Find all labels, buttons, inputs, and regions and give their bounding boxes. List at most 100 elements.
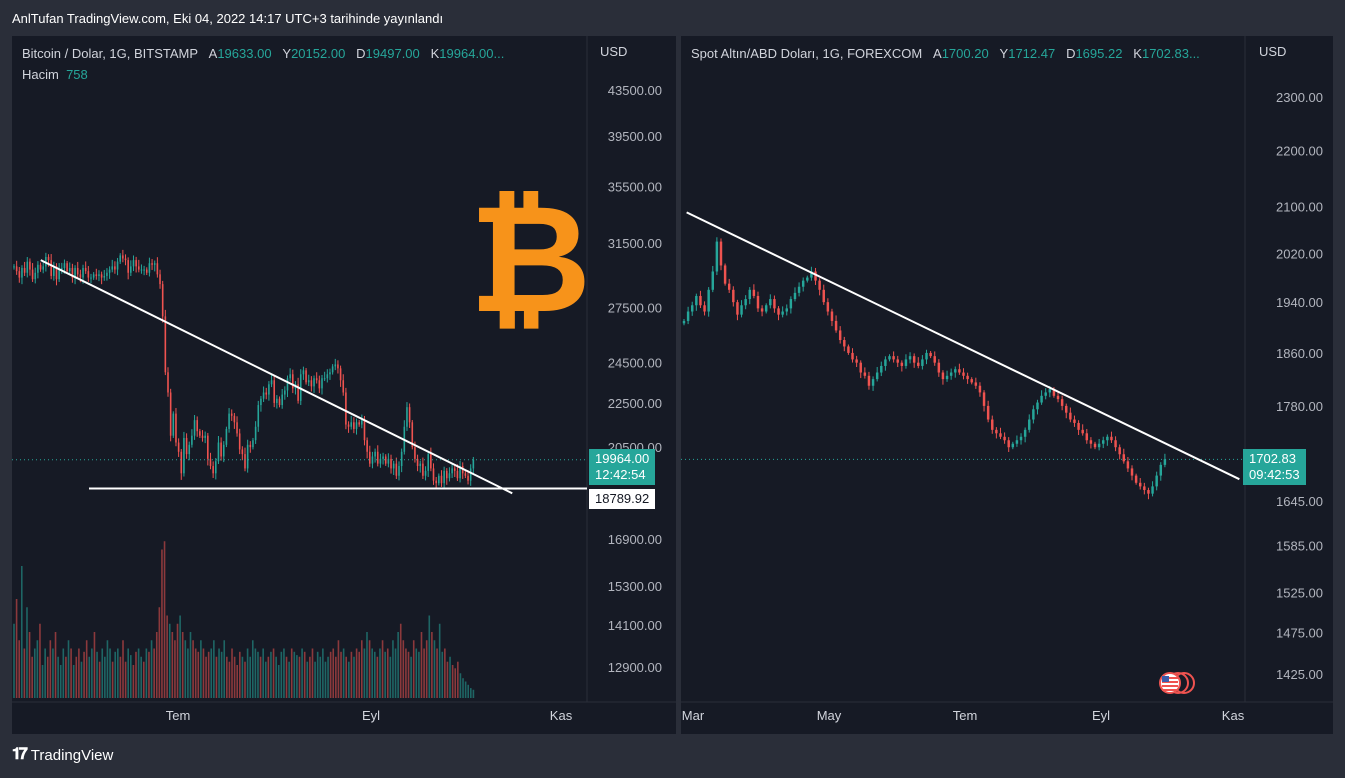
- candle-body: [1155, 475, 1158, 487]
- candle-body: [1077, 422, 1080, 430]
- candle-body: [769, 299, 772, 306]
- volume-bar: [259, 656, 262, 698]
- volume-bar: [394, 648, 397, 698]
- candle-body: [435, 480, 437, 484]
- candle-body: [416, 458, 419, 467]
- volume-bar: [119, 656, 122, 698]
- candle-body: [395, 463, 398, 476]
- volume-bar: [218, 648, 220, 698]
- volume-bar: [23, 648, 26, 698]
- candle-body: [818, 280, 821, 290]
- candle-body: [1052, 389, 1056, 396]
- volume-bar: [335, 656, 337, 698]
- candle-body: [440, 475, 443, 484]
- candle-body: [400, 451, 403, 467]
- volume-bar: [376, 656, 379, 698]
- price-tick-label: 2200.00: [1276, 144, 1323, 159]
- candle-body: [822, 289, 825, 303]
- candle-body: [315, 378, 318, 381]
- candle-body: [127, 260, 129, 273]
- btc-chart-panel[interactable]: 43500.00 39500.00 35500.00 31500.00 27500.00…: [12, 36, 676, 734]
- volume-bar: [101, 648, 104, 698]
- candle-body: [459, 466, 461, 479]
- volume-bar: [459, 673, 462, 698]
- price-tick-label: 31500.00: [608, 236, 662, 251]
- volume-bar: [106, 640, 109, 698]
- candle-body: [925, 352, 928, 360]
- volume-bar: [441, 651, 444, 698]
- volume-bar: [296, 655, 298, 698]
- candle-body: [756, 295, 760, 309]
- candle-body: [212, 466, 214, 474]
- bitcoin-logo: ₿: [469, 175, 591, 343]
- candle-body: [342, 380, 345, 393]
- gold-currency[interactable]: USD: [1259, 44, 1287, 59]
- candle-body: [830, 311, 834, 321]
- volume-bar: [104, 656, 106, 698]
- price-tick-label: 1585.00: [1276, 539, 1323, 554]
- volume-bar: [33, 648, 36, 698]
- candle-body: [472, 459, 475, 469]
- price-tick-label: 35500.00: [608, 179, 662, 194]
- candle-body: [13, 266, 15, 268]
- volume-bar: [353, 656, 355, 698]
- candle-body: [464, 473, 467, 476]
- candle-body: [999, 433, 1002, 437]
- candle-body: [1097, 443, 1101, 448]
- volume-bar: [72, 665, 75, 698]
- volume-bar: [267, 656, 270, 698]
- candle-body: [1015, 440, 1019, 444]
- candle-body: [230, 413, 233, 416]
- price-tick-label: 1940.00: [1276, 295, 1323, 310]
- candle-body: [760, 308, 764, 312]
- candle-body: [986, 405, 990, 420]
- candle-body: [169, 392, 172, 436]
- candle-body: [313, 378, 315, 387]
- volume-bar: [303, 651, 306, 698]
- candle-body: [1036, 402, 1039, 410]
- volume-bar: [457, 661, 459, 698]
- volume-bar: [57, 656, 59, 698]
- candle-body: [908, 356, 912, 360]
- candle-body: [982, 392, 986, 406]
- btc-symbol[interactable]: Bitcoin / Dolar, 1G, BITSTAMP: [22, 46, 198, 61]
- volume-bar: [397, 632, 399, 698]
- candle-body: [814, 271, 817, 281]
- candle-body: [1065, 405, 1068, 413]
- volume-bar: [54, 632, 57, 698]
- candle-body: [871, 379, 875, 386]
- volume-bar: [386, 648, 389, 698]
- candle-body: [884, 359, 887, 366]
- gold-symbol[interactable]: Spot Altın/ABD Doları, 1G, FOREXCOM: [691, 46, 923, 61]
- candle-body: [329, 372, 331, 375]
- gold-chart-panel[interactable]: 2300.00 2200.00 2100.00 2020.00 1940.00 1860.…: [681, 36, 1333, 734]
- btc-currency[interactable]: USD: [600, 44, 628, 59]
- btc-high-label: Y: [282, 46, 292, 61]
- candle-body: [270, 380, 273, 385]
- candle-body: [1134, 475, 1138, 483]
- volume-bar: [75, 656, 78, 698]
- candle-body: [286, 378, 289, 391]
- btc-chart-svg[interactable]: 43500.00 39500.00 35500.00 31500.00 27500.00…: [12, 36, 676, 734]
- volume-bar: [454, 668, 457, 698]
- candle-body: [1007, 440, 1010, 448]
- volume-bar: [451, 665, 454, 698]
- candle-body: [63, 263, 66, 268]
- volume-bar: [345, 656, 348, 698]
- candle-body: [238, 433, 241, 450]
- volume-bar: [91, 648, 93, 698]
- btc-open-label: A: [208, 46, 218, 61]
- candle-body: [307, 380, 310, 383]
- candle-body: [37, 264, 39, 273]
- candle-body: [826, 302, 830, 312]
- volume-bar: [311, 648, 314, 698]
- candle-body: [122, 255, 124, 259]
- candle-body: [172, 413, 175, 436]
- candle-body: [148, 263, 151, 273]
- gold-chart-svg[interactable]: 2300.00 2200.00 2100.00 2020.00 1940.00 1860.…: [681, 36, 1333, 734]
- price-tick-label: 2020.00: [1276, 246, 1323, 261]
- candle-body: [191, 435, 193, 445]
- btc-legend: Bitcoin / Dolar, 1G, BITSTAMP A19633.00 …: [22, 46, 504, 61]
- candle-body: [345, 392, 347, 425]
- footer-brand[interactable]: 𝟏𝟕 TradingView: [12, 746, 113, 764]
